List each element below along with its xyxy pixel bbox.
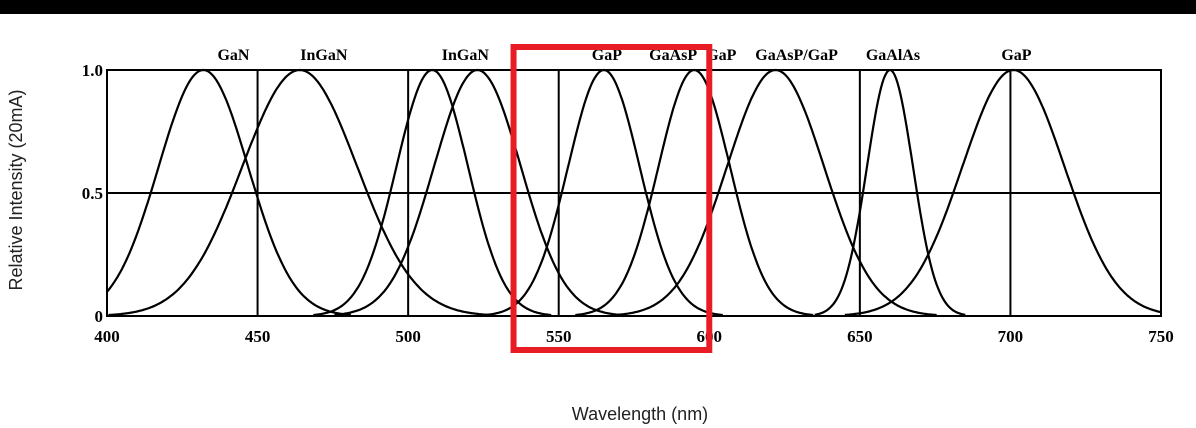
y-tick-labels: 0 0.5 1.0 — [82, 61, 103, 326]
y-tick-1: 1.0 — [82, 61, 103, 80]
x-tick-700: 700 — [998, 327, 1024, 346]
y-axis-title: Relative Intensity (20mA) — [6, 89, 26, 290]
y-tick-0-5: 0.5 — [82, 184, 103, 203]
series-label-3: GaP — [592, 47, 622, 64]
series-label-4: GaAsP — [649, 47, 697, 64]
plot-frame — [106, 69, 1162, 317]
series-label-0: GaN — [217, 47, 249, 64]
series-label-2: InGaN — [442, 47, 490, 64]
x-axis-title: Wavelength (nm) — [572, 404, 708, 424]
series-label-7: GaAlAs — [866, 47, 920, 64]
x-tick-400: 400 — [94, 327, 120, 346]
series-label-1: InGaN — [300, 47, 348, 64]
series-label-8: GaP — [1001, 47, 1031, 64]
x-tick-500: 500 — [395, 327, 421, 346]
curve-gap-701 — [844, 68, 1162, 316]
y-tick-0: 0 — [95, 307, 104, 326]
series-label-5: GaP — [706, 47, 736, 64]
x-tick-750: 750 — [1148, 327, 1174, 346]
highlight-box — [510, 44, 713, 353]
x-tick-650: 650 — [847, 327, 873, 346]
grid-lines — [107, 70, 1161, 316]
x-tick-labels: 400 450 500 550 600 650 700 750 — [94, 327, 1174, 346]
top-black-bar — [0, 0, 1196, 14]
x-tick-550: 550 — [546, 327, 572, 346]
series-labels: GaN InGaN InGaN GaP GaAsP GaP GaAsP/GaP GaAlAs G… — [217, 47, 1031, 64]
curve-gan-432 — [106, 68, 351, 316]
series-label-6: GaAsP/GaP — [755, 47, 838, 64]
x-tick-450: 450 — [245, 327, 271, 346]
